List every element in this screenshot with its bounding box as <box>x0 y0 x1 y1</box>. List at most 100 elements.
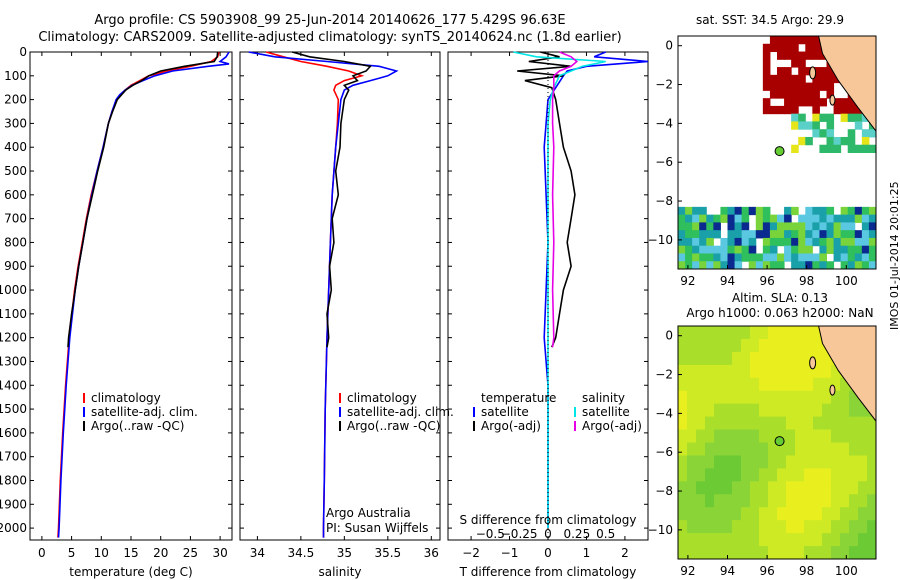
sst_map-cell <box>791 237 799 247</box>
sla_map-cell <box>831 416 841 431</box>
sla_map-cell <box>858 533 868 547</box>
sla_map-cell <box>750 403 760 418</box>
sla_map-cell <box>705 546 715 560</box>
sst_map-cell <box>812 74 820 84</box>
sla_map-cell <box>849 520 859 534</box>
sla_map-cell <box>795 442 805 456</box>
sst_map-cell <box>861 261 870 270</box>
sla_map-cell <box>840 455 850 469</box>
temperature-xtick-label: 25 <box>183 546 198 560</box>
sla_map-cell <box>687 390 697 405</box>
sla_map-cell <box>741 468 751 482</box>
sla_map-cell <box>867 546 877 560</box>
sla_map-cell <box>705 351 715 366</box>
sla_map-cell <box>840 520 850 534</box>
sla_map-cell <box>849 507 859 521</box>
sst_map-cell <box>762 245 771 254</box>
sla_map-cell <box>678 481 688 495</box>
sst_map-cell <box>854 237 863 247</box>
sst_map-cell <box>784 245 792 254</box>
sst_map-cell <box>847 206 856 216</box>
sst_map-cell <box>769 90 778 99</box>
sla_map-cell <box>714 533 724 547</box>
sst_map-cell <box>826 74 835 84</box>
sst_map-cell <box>805 253 813 262</box>
sla_map-cell <box>804 326 814 340</box>
sla_map-cell <box>768 377 778 392</box>
sst_map-cell <box>685 253 693 262</box>
sla_map-xtick-label: 92 <box>680 564 695 578</box>
sla_map-cell <box>732 326 742 340</box>
sst_map-cell <box>762 74 771 84</box>
sla_map-cell <box>750 520 760 534</box>
sst_map-cell <box>826 245 835 254</box>
depth-tick-label: 100 <box>4 69 27 83</box>
sla_map-cell <box>831 364 841 379</box>
sla_map-cell <box>750 494 760 508</box>
sst_map-cell <box>727 206 736 216</box>
sst_map-cell <box>692 261 700 270</box>
sla_map-cell <box>705 442 715 456</box>
sla_map-cell <box>732 390 742 405</box>
sla_map-cell <box>732 546 742 560</box>
sla_map-cell <box>768 390 778 405</box>
sla_map-cell <box>732 520 742 534</box>
sla_map-cell <box>687 326 697 340</box>
sla_map-cell <box>750 533 760 547</box>
sla_map-cell <box>822 520 832 534</box>
sst_map-cell <box>868 261 877 270</box>
sla_map-cell <box>732 442 742 456</box>
sla_map-cell <box>723 377 733 392</box>
sst_map-cell <box>805 206 813 216</box>
sla_map-cell <box>759 442 769 456</box>
sla_map-cell <box>804 481 814 495</box>
sst_map-cell <box>812 82 820 91</box>
sst_map-cell <box>784 222 792 231</box>
sla_map-cell <box>840 416 850 431</box>
sst_map-cell <box>805 245 813 254</box>
sst_map-cell <box>854 206 863 216</box>
sla_map-cell <box>768 455 778 469</box>
diff-temperature-legend-label: satellite <box>481 405 529 419</box>
sla_map-cell <box>867 429 877 443</box>
sla_map-cell <box>822 377 832 392</box>
sst_map-cell <box>833 245 842 254</box>
sla_map-cell <box>687 364 697 379</box>
sst_map-cell <box>741 230 750 239</box>
sla_map-cell <box>813 364 823 379</box>
sst_map-cell <box>847 261 856 270</box>
sla_map-cell <box>714 377 724 392</box>
sla_map-ytick-label: −8 <box>655 484 673 498</box>
sst_map-cell <box>861 136 870 146</box>
sla_map-cell <box>687 429 697 443</box>
sla_map-cell <box>831 494 841 508</box>
sst_map-xtick-label: 94 <box>720 274 735 288</box>
sst_map-cell <box>812 98 820 107</box>
sst_map-cell <box>798 51 806 60</box>
sst_map-cell <box>819 245 827 254</box>
sla_map-cell <box>687 338 697 353</box>
sst_map-cell <box>706 230 714 239</box>
sla_map-cell <box>750 455 760 469</box>
sla_map-cell <box>714 546 724 560</box>
sst_map-cell <box>798 121 806 130</box>
depth-tick-label: 800 <box>4 235 27 249</box>
sla_map-cell <box>696 494 706 508</box>
sla_map-cell <box>723 520 733 534</box>
sla_map-cell <box>804 338 814 353</box>
sst_map-cell <box>699 214 707 223</box>
sla_map-cell <box>741 390 751 405</box>
temperature-xtick-label: 5 <box>68 546 76 560</box>
sla_map-cell <box>795 546 805 560</box>
diff-s-tick-label: 0.5 <box>596 527 615 541</box>
sla_map-cell <box>696 468 706 482</box>
sla_map-cell <box>813 533 823 547</box>
sla_map-cell <box>678 377 688 392</box>
sla_map-cell <box>858 403 868 418</box>
sla_map-cell <box>678 429 688 443</box>
sla_map-cell <box>678 364 688 379</box>
sst_map-cell <box>791 121 799 130</box>
sla_map-cell <box>705 455 715 469</box>
sla_map-cell <box>786 442 796 456</box>
sst_map-cell <box>805 67 813 76</box>
